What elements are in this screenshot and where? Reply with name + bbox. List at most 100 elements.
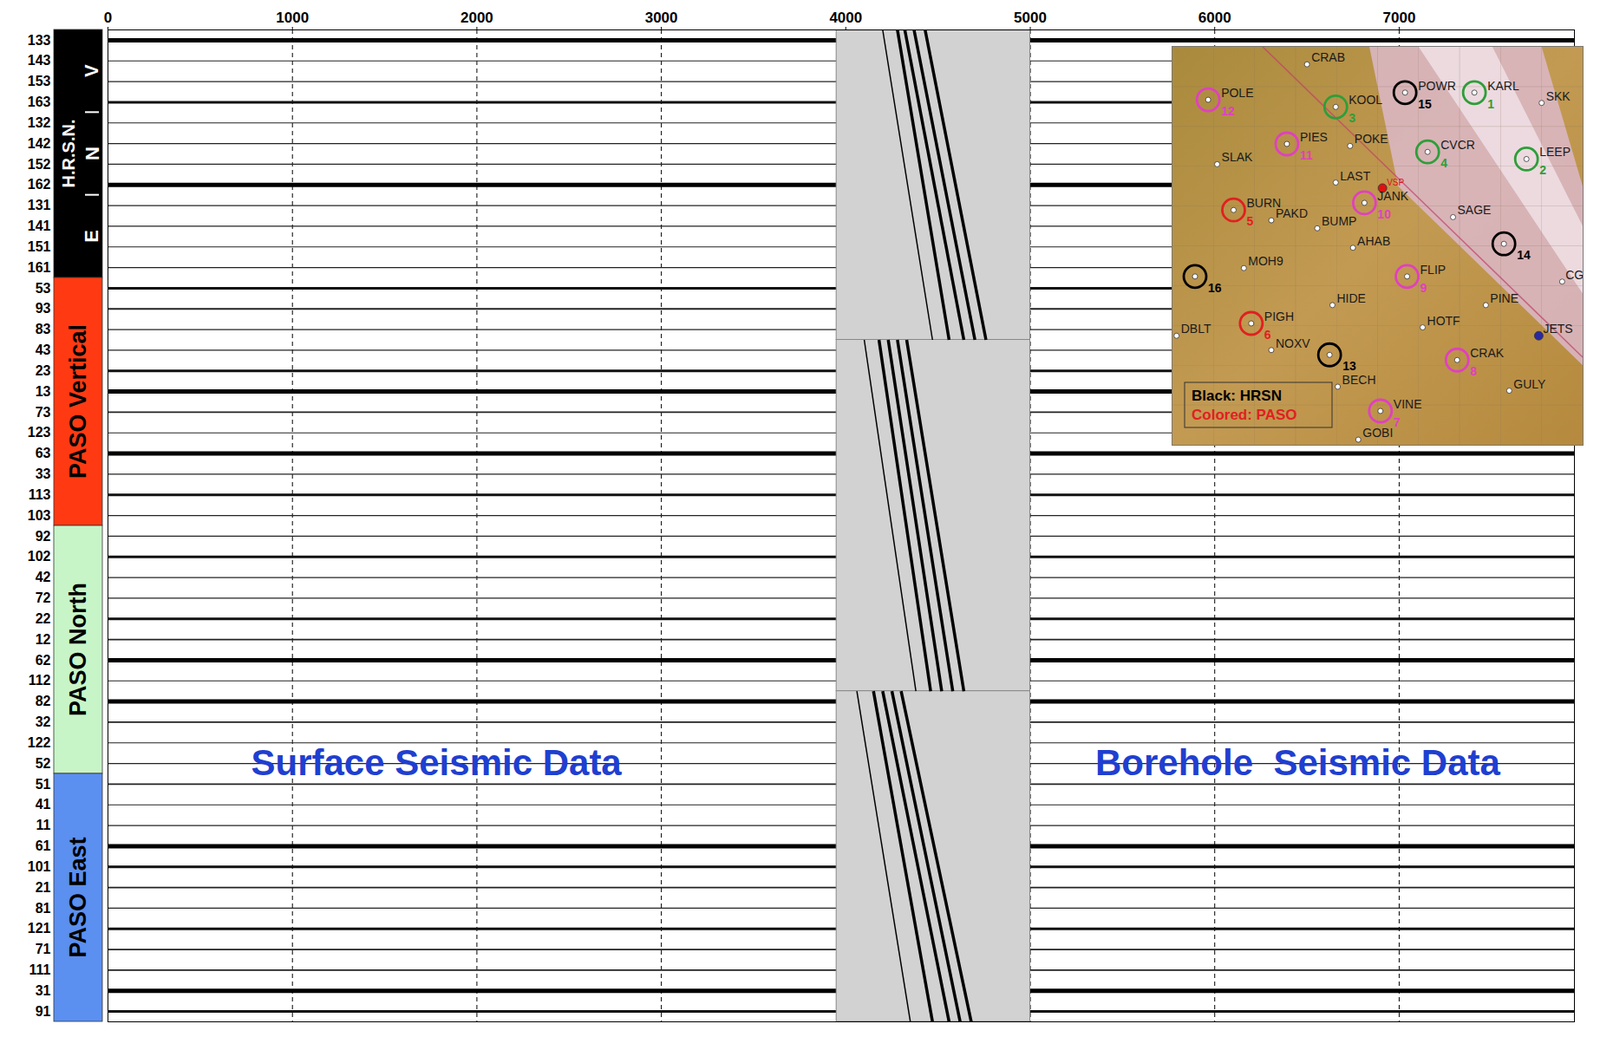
svg-text:CRAB: CRAB <box>1311 50 1346 65</box>
svg-text:N: N <box>81 146 104 161</box>
svg-text:71: 71 <box>35 941 52 957</box>
svg-text:111: 111 <box>29 962 52 978</box>
svg-text:JANK: JANK <box>1377 189 1409 203</box>
svg-text:153: 153 <box>27 73 52 89</box>
svg-text:152: 152 <box>27 156 52 172</box>
svg-text:161: 161 <box>27 260 52 275</box>
svg-text:5000: 5000 <box>1013 9 1047 27</box>
svg-text:KOOL: KOOL <box>1348 92 1383 107</box>
svg-text:CVCR: CVCR <box>1440 137 1476 152</box>
svg-text:POKE: POKE <box>1354 131 1389 146</box>
svg-text:22: 22 <box>35 611 52 627</box>
svg-text:15: 15 <box>1417 97 1432 112</box>
svg-text:51: 51 <box>35 777 52 792</box>
svg-text:MOH9: MOH9 <box>1247 254 1284 268</box>
svg-text:3: 3 <box>1348 111 1356 125</box>
svg-text:52: 52 <box>35 756 52 771</box>
svg-text:83: 83 <box>35 321 52 337</box>
svg-text:73: 73 <box>35 404 52 420</box>
svg-text:POLE: POLE <box>1221 85 1254 100</box>
svg-text:Surface Seismic Data: Surface Seismic Data <box>251 742 623 784</box>
svg-text:HIDE: HIDE <box>1336 291 1365 306</box>
svg-text:92: 92 <box>35 528 52 544</box>
svg-text:7000: 7000 <box>1383 9 1417 27</box>
svg-text:VINE: VINE <box>1393 397 1423 412</box>
svg-text:9: 9 <box>1420 280 1428 295</box>
svg-text:GULY: GULY <box>1513 377 1547 392</box>
svg-text:Borehole Seismic Data: Borehole Seismic Data <box>1095 742 1501 784</box>
svg-text:81: 81 <box>35 901 52 916</box>
svg-text:61: 61 <box>35 838 52 854</box>
svg-text:43: 43 <box>35 342 52 358</box>
svg-text:121: 121 <box>27 920 52 936</box>
svg-text:32: 32 <box>35 714 52 730</box>
svg-text:PIES: PIES <box>1299 130 1328 144</box>
svg-text:AHAB: AHAB <box>1357 234 1391 249</box>
svg-text:123: 123 <box>27 424 52 440</box>
svg-text:11: 11 <box>1299 148 1313 163</box>
svg-text:6: 6 <box>1264 327 1272 342</box>
svg-text:112: 112 <box>28 672 52 688</box>
svg-text:7: 7 <box>1393 415 1401 430</box>
svg-text:162: 162 <box>27 176 52 192</box>
svg-text:PIGH: PIGH <box>1264 309 1294 324</box>
svg-text:142: 142 <box>27 136 52 151</box>
svg-text:63: 63 <box>35 445 52 461</box>
svg-text:91: 91 <box>35 1004 52 1019</box>
svg-text:Black: HRSN: Black: HRSN <box>1191 387 1282 405</box>
svg-text:LEEP: LEEP <box>1539 144 1571 159</box>
svg-text:132: 132 <box>27 115 52 131</box>
svg-text:1: 1 <box>1487 97 1495 112</box>
svg-text:31: 31 <box>35 983 52 999</box>
svg-text:PASO Vertical: PASO Vertical <box>65 324 92 479</box>
svg-text:1000: 1000 <box>275 9 309 27</box>
svg-text:133: 133 <box>27 32 52 48</box>
svg-text:101: 101 <box>27 859 52 875</box>
svg-text:163: 163 <box>27 94 52 110</box>
svg-text:141: 141 <box>27 218 52 234</box>
svg-text:2000: 2000 <box>460 9 494 27</box>
svg-text:PAKD: PAKD <box>1275 206 1308 221</box>
svg-text:2: 2 <box>1539 163 1547 177</box>
svg-text:82: 82 <box>35 693 52 709</box>
svg-text:53: 53 <box>35 280 52 296</box>
svg-text:NOXV: NOXV <box>1275 336 1311 351</box>
svg-text:102: 102 <box>27 548 52 564</box>
svg-text:FLIP: FLIP <box>1420 262 1447 277</box>
svg-text:KARL: KARL <box>1487 78 1520 93</box>
svg-text:14: 14 <box>1516 248 1531 262</box>
svg-text:12: 12 <box>35 632 52 647</box>
svg-text:8: 8 <box>1469 364 1477 379</box>
svg-text:10: 10 <box>1377 207 1392 222</box>
svg-text:12: 12 <box>1221 104 1235 118</box>
svg-text:5: 5 <box>1246 214 1254 229</box>
svg-text:JETS: JETS <box>1542 321 1573 336</box>
svg-text:V: V <box>81 64 104 78</box>
svg-text:H.R.S.N.: H.R.S.N. <box>58 119 79 189</box>
svg-text:42: 42 <box>35 569 52 585</box>
svg-text:SAGE: SAGE <box>1457 202 1492 217</box>
svg-text:41: 41 <box>35 796 52 812</box>
svg-text:PASO East: PASO East <box>65 836 92 958</box>
svg-text:151: 151 <box>27 239 52 255</box>
svg-text:PINE: PINE <box>1489 291 1519 306</box>
svg-text:122: 122 <box>27 735 52 751</box>
svg-text:POWR: POWR <box>1417 78 1457 93</box>
svg-text:PASO North: PASO North <box>65 582 92 717</box>
svg-text:103: 103 <box>27 508 52 523</box>
svg-text:23: 23 <box>35 363 52 379</box>
svg-text:LAST: LAST <box>1339 169 1371 183</box>
svg-text:16: 16 <box>1208 280 1222 295</box>
svg-text:BECH: BECH <box>1342 372 1377 387</box>
svg-text:BUMP: BUMP <box>1321 214 1357 229</box>
svg-text:11: 11 <box>36 817 52 833</box>
svg-text:GOBI: GOBI <box>1362 425 1393 440</box>
svg-text:VSP: VSP <box>1386 177 1405 188</box>
svg-text:3000: 3000 <box>645 9 679 27</box>
svg-text:CG: CG <box>1565 267 1583 282</box>
svg-text:0: 0 <box>104 9 112 27</box>
svg-text:21: 21 <box>35 880 52 895</box>
svg-text:4: 4 <box>1440 156 1448 170</box>
svg-text:113: 113 <box>28 487 52 503</box>
svg-text:93: 93 <box>35 300 52 316</box>
